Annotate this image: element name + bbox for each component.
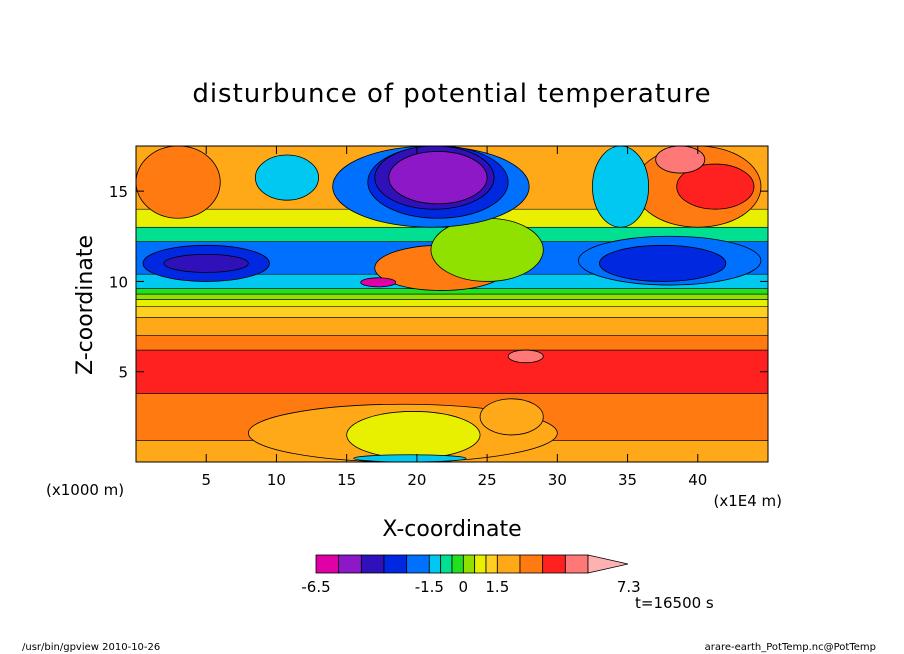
- plot-area: [136, 146, 768, 462]
- colorbar-swatch: [315, 554, 340, 574]
- contour-feature-21: [655, 146, 706, 174]
- colorbar-swatch: [542, 554, 566, 574]
- y-tick-label: 15: [109, 183, 128, 201]
- x-tick-label: 35: [618, 471, 637, 489]
- chart-title: disturbunce of potential temperature: [192, 79, 711, 109]
- x-tick-label: 25: [478, 471, 497, 489]
- y-tick-label: 10: [109, 273, 128, 291]
- contour-feature-13: [592, 146, 650, 228]
- contour-band-2: [136, 349, 768, 394]
- y-tick-label: 5: [118, 364, 128, 382]
- contour-feature-17: [346, 411, 481, 459]
- colorbar-swatch: [451, 554, 464, 574]
- y-axis-label: Z-coordinate: [73, 235, 98, 375]
- colorbar-swatch: [485, 554, 498, 574]
- contour-band-7: [136, 293, 768, 300]
- colorbar-swatch: [440, 554, 453, 574]
- colorbar-swatch: [338, 554, 362, 574]
- x-axis-label: X-coordinate: [382, 517, 521, 542]
- plot-frame: [135, 145, 769, 463]
- colorbar-extend-arrow: [587, 554, 629, 574]
- x-tick-label: 10: [267, 471, 286, 489]
- colorbar: -6.5 -1.5 0 1.5 7.3: [301, 554, 641, 596]
- footer-right: arare-earth_PotTemp.nc@PotTemp: [705, 642, 876, 653]
- x-tick-label: 30: [548, 471, 567, 489]
- contour-feature-20: [507, 349, 544, 364]
- x-axis-unit: (x1E4 m): [713, 492, 782, 510]
- colorbar-label: -1.5: [415, 578, 444, 596]
- contour-feature-8: [388, 151, 488, 205]
- colorbar-label: 7.3: [617, 578, 641, 596]
- contour-feature-9: [254, 154, 319, 201]
- colorbar-swatch: [406, 554, 430, 574]
- contour-feature-19: [479, 398, 544, 436]
- contour-feature-3: [360, 277, 397, 288]
- footer-left: /usr/bin/gpview 2010-10-26: [22, 642, 160, 653]
- y-axis: 5 10 15: [109, 183, 768, 382]
- contour-feature-4: [430, 217, 544, 282]
- contour-band-5: [136, 306, 768, 318]
- colorbar-label: -6.5: [301, 578, 330, 596]
- contour-feature-10: [136, 146, 221, 219]
- x-tick-label: 40: [688, 471, 707, 489]
- contour-band-3: [136, 335, 768, 351]
- x-tick-label: 20: [407, 471, 426, 489]
- contour-band-4: [136, 317, 768, 336]
- contour-feature-1: [163, 253, 249, 273]
- colorbar-swatch: [360, 554, 385, 574]
- colorbar-swatch: [428, 554, 442, 574]
- x-tick-label: 5: [201, 471, 211, 489]
- colorbar-swatch: [462, 554, 476, 574]
- x-axis: 5 10 15 20 25 30 35 40: [201, 146, 707, 489]
- colorbar-label: 0: [459, 578, 469, 596]
- time-label: t=16500 s: [635, 594, 714, 612]
- colorbar-swatch: [519, 554, 544, 574]
- contour-band-6: [136, 299, 768, 308]
- contour-feature-12: [676, 163, 755, 210]
- x-tick-label: 15: [337, 471, 356, 489]
- contour-feature-18: [353, 454, 467, 462]
- colorbar-swatch: [496, 554, 521, 574]
- y-axis-unit: (x1000 m): [46, 481, 124, 499]
- contour-feature-15: [599, 244, 727, 282]
- colorbar-swatch: [383, 554, 408, 574]
- colorbar-label: 1.5: [485, 578, 509, 596]
- colorbar-swatch: [474, 554, 487, 574]
- colorbar-swatch: [564, 554, 589, 574]
